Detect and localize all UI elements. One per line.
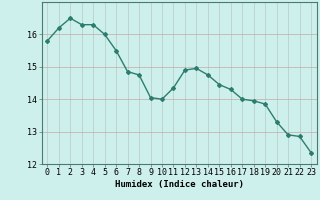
X-axis label: Humidex (Indice chaleur): Humidex (Indice chaleur)	[115, 180, 244, 189]
